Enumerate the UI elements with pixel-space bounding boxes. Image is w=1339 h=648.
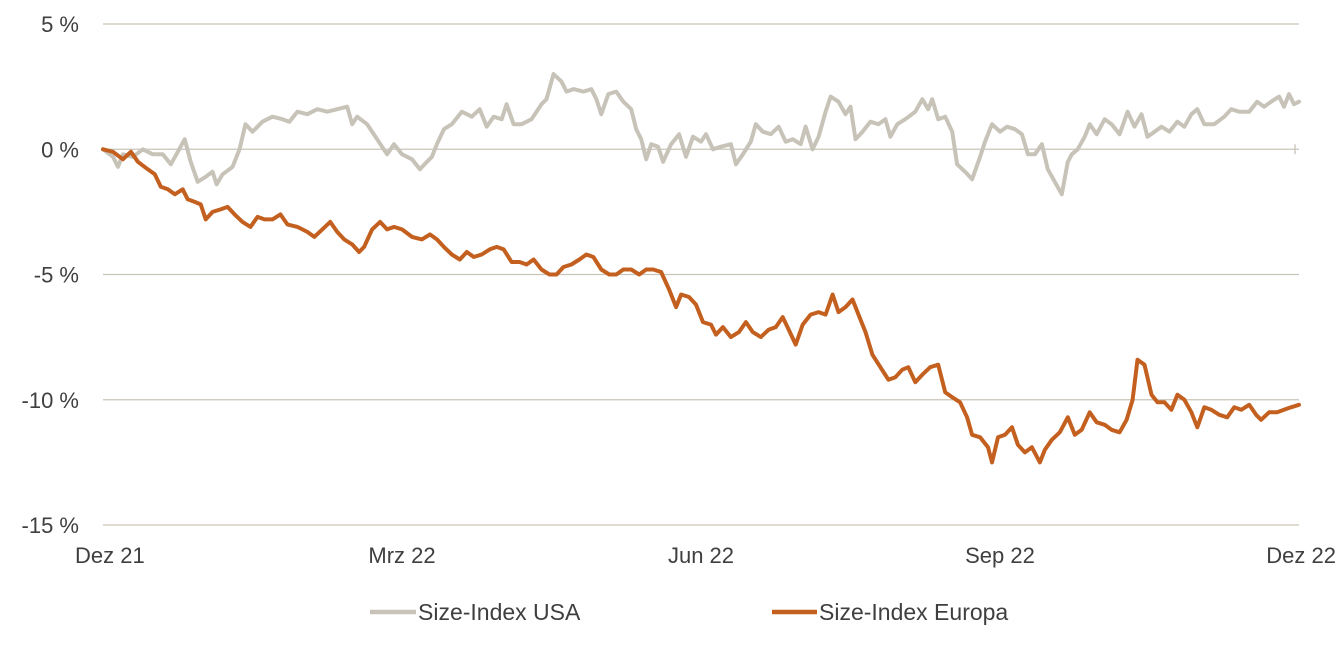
x-tick-label: Dez 21	[75, 543, 145, 568]
series-lines	[103, 74, 1299, 462]
x-tick-label: Mrz 22	[368, 543, 435, 568]
y-tick-label: 5 %	[41, 12, 79, 37]
legend-label: Size-Index USA	[418, 599, 581, 625]
y-axis-tick-labels: 5 % 0 % -5 % -10 % -15 %	[22, 12, 79, 538]
legend-item: Size-Index USA	[370, 599, 581, 625]
x-tick-label: Sep 22	[965, 543, 1035, 568]
y-tick-label: -15 %	[22, 513, 79, 538]
series-line-usa	[103, 74, 1299, 194]
x-tick-label: Dez 22	[1266, 543, 1336, 568]
legend-item: Size-Index Europa	[772, 599, 1008, 625]
y-tick-label: 0 %	[41, 137, 79, 162]
x-tick-label: Jun 22	[668, 543, 734, 568]
series-line-europa	[103, 149, 1299, 462]
legend: Size-Index USA Size-Index Europa	[370, 599, 1008, 625]
legend-label: Size-Index Europa	[819, 599, 1008, 625]
x-axis-tick-labels: Dez 21 Mrz 22 Jun 22 Sep 22 Dez 22	[75, 543, 1336, 568]
y-tick-label: -5 %	[34, 263, 79, 288]
y-tick-label: -10 %	[22, 388, 79, 413]
gridlines	[103, 24, 1299, 525]
